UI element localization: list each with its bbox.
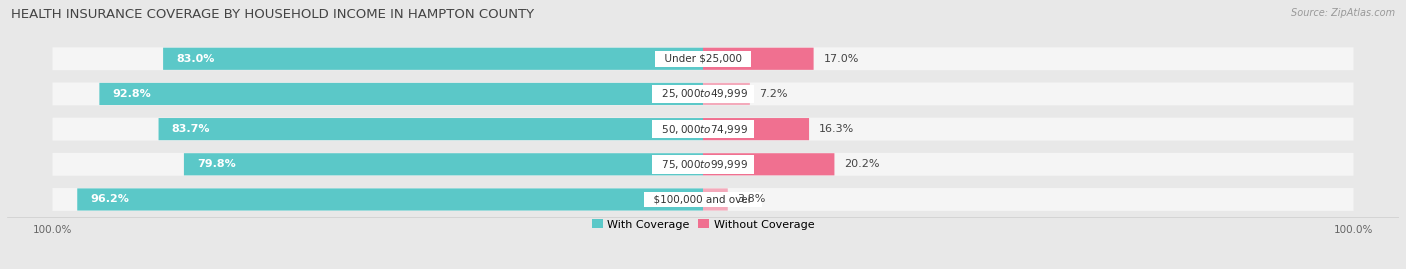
Text: $50,000 to $74,999: $50,000 to $74,999: [655, 123, 751, 136]
Text: 79.8%: 79.8%: [197, 159, 236, 169]
Text: $75,000 to $99,999: $75,000 to $99,999: [655, 158, 751, 171]
Text: 83.7%: 83.7%: [172, 124, 209, 134]
Text: 16.3%: 16.3%: [818, 124, 853, 134]
Text: Under $25,000: Under $25,000: [658, 54, 748, 64]
FancyBboxPatch shape: [703, 153, 834, 175]
FancyBboxPatch shape: [703, 118, 808, 140]
FancyBboxPatch shape: [184, 153, 703, 175]
FancyBboxPatch shape: [703, 188, 728, 211]
Text: 96.2%: 96.2%: [90, 194, 129, 204]
FancyBboxPatch shape: [52, 83, 1354, 105]
Text: Source: ZipAtlas.com: Source: ZipAtlas.com: [1291, 8, 1395, 18]
FancyBboxPatch shape: [52, 153, 1354, 176]
Text: HEALTH INSURANCE COVERAGE BY HOUSEHOLD INCOME IN HAMPTON COUNTY: HEALTH INSURANCE COVERAGE BY HOUSEHOLD I…: [11, 8, 534, 21]
Text: 83.0%: 83.0%: [176, 54, 215, 64]
Text: 17.0%: 17.0%: [824, 54, 859, 64]
Text: 92.8%: 92.8%: [112, 89, 152, 99]
FancyBboxPatch shape: [52, 188, 1354, 211]
Text: 20.2%: 20.2%: [844, 159, 880, 169]
FancyBboxPatch shape: [703, 83, 749, 105]
Text: $100,000 and over: $100,000 and over: [647, 194, 759, 204]
FancyBboxPatch shape: [52, 118, 1354, 140]
Legend: With Coverage, Without Coverage: With Coverage, Without Coverage: [592, 219, 814, 230]
FancyBboxPatch shape: [163, 48, 703, 70]
Text: $25,000 to $49,999: $25,000 to $49,999: [655, 87, 751, 100]
FancyBboxPatch shape: [703, 48, 814, 70]
FancyBboxPatch shape: [52, 47, 1354, 70]
Text: 7.2%: 7.2%: [759, 89, 789, 99]
FancyBboxPatch shape: [159, 118, 703, 140]
FancyBboxPatch shape: [77, 188, 703, 211]
Text: 3.8%: 3.8%: [738, 194, 766, 204]
FancyBboxPatch shape: [100, 83, 703, 105]
